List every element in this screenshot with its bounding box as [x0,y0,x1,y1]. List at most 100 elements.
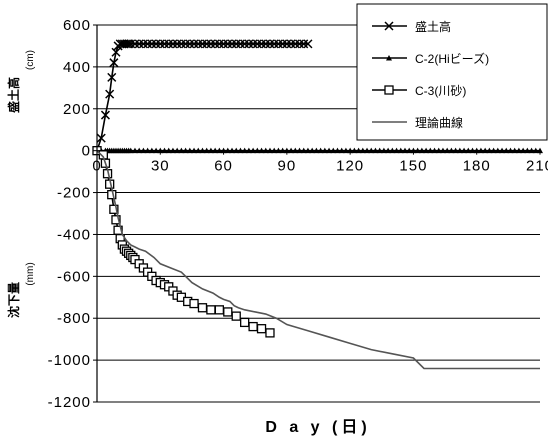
x-tick-label-3: 90 [278,158,297,175]
y-axis-title-bottom: 沈下量 (mm) [6,262,36,318]
legend-swatch-marker-2 [384,85,394,95]
legend-swatch-marker-0 [384,21,394,31]
axes [93,24,541,403]
legend-swatch-marker-1 [386,55,392,61]
series-0-point-30 [197,39,208,49]
y-axis-title-bottom-text: 沈下量 [6,282,21,318]
legend-entry-1: C-2(Hiビーズ) [372,51,489,66]
legend-entry-2: C-3(川砂) [372,84,466,98]
series-0-point-21 [159,39,170,49]
series-0-point-19 [151,39,161,49]
y-tick-label-8: -1000 [48,352,91,369]
series-0-point-31 [202,39,212,49]
x-tick-label-1: 30 [151,158,170,175]
series-0-point-25 [176,39,186,49]
series-0-point-44 [257,39,267,49]
series-0-point-26 [181,39,191,49]
series-2-point-36 [248,321,258,332]
x-tick-label-6: 180 [463,158,491,175]
series-0-point-46 [265,39,275,49]
series-0-point-42 [248,39,258,49]
series-0-point-6 [111,47,121,57]
series-0-point-20 [155,39,165,49]
series-0-point-53 [294,39,305,49]
y-tick-label-2: 200 [63,101,91,118]
series-0-point-47 [269,39,279,49]
series-0-point-22 [164,39,174,49]
series-0-point-24 [172,39,182,49]
series-0-point-41 [244,39,254,49]
series-0 [92,39,313,156]
y-tick-label-9: -1200 [48,394,91,411]
series-2-point-34 [231,311,241,321]
series-0-point-35 [219,39,229,49]
x-axis-title: D a y (日) [265,418,370,436]
series-0-point-54 [299,39,309,49]
series-0-point-34 [214,39,224,49]
x-tick-label-7: 210 [526,158,548,175]
series-0-point-49 [278,39,288,49]
x-tick-label-4: 120 [336,158,364,175]
series-0-point-37 [227,39,237,49]
series-0-point-4 [107,72,117,82]
y-tick-label-4: -200 [57,185,91,202]
series-line-3 [96,150,540,370]
series-0-point-28 [189,39,199,49]
series-0-point-18 [147,39,157,49]
x-tick-label-2: 60 [214,158,233,175]
series-0-point-23 [168,39,178,49]
series-2 [92,146,275,338]
series-0-point-48 [273,39,283,49]
series-0-point-3 [105,89,115,99]
series-line-0 [96,43,308,151]
series-0-point-39 [235,39,245,49]
series-0-point-17 [143,39,153,49]
series-0-point-29 [193,39,203,49]
series-0-point-38 [231,39,241,49]
y-tick-label-5: -400 [57,226,91,243]
y-tick-label-3: 0 [82,143,91,160]
series-0-point-51 [286,39,296,49]
series-0-point-55 [303,39,313,49]
series-0-point-33 [210,39,220,49]
y-axis-unit-bottom: (mm) [25,262,36,285]
series-0-point-50 [282,39,292,49]
x-tick-label-0: 0 [92,158,101,175]
y-axis-title-top: 盛土高 (cm) [6,50,36,113]
series-0-point-32 [206,39,216,49]
series-0-point-40 [240,39,250,49]
series-2-point-6 [109,204,119,214]
legend-label-3: 理論曲線 [415,115,463,130]
series-0-point-1 [96,133,106,143]
legend-entry-0: 盛土高 [372,19,451,34]
series-0-point-45 [261,39,271,49]
y-tick-label-6: -600 [57,268,91,285]
series-0-point-13 [126,39,136,49]
y-tick-label-1: 400 [63,59,91,76]
series-0-point-52 [290,39,300,49]
series-2-point-31 [206,305,216,315]
series-2-point-37 [256,324,267,334]
legend-label-0: 盛土高 [415,19,451,34]
series-3 [96,150,540,370]
y-axis-unit-top: (cm) [25,50,36,70]
series-0-point-43 [252,39,262,49]
legend-entry-3: 理論曲線 [372,115,463,130]
y-axis-title-top-text: 盛土高 [6,77,21,113]
series-0-point-14 [130,39,140,49]
series-2-point-33 [223,307,233,317]
series-0-point-2 [100,110,110,120]
y-tick-label-0: 600 [63,17,91,34]
series-0-point-15 [134,39,144,49]
series-2-point-35 [240,317,250,328]
series-0-point-11 [122,39,132,49]
series-0-point-36 [223,39,233,49]
series-0-point-16 [138,39,148,49]
legend-label-2: C-3(川砂) [415,84,466,98]
series-2-point-30 [197,303,208,313]
x-tick-label-5: 150 [399,158,427,175]
series-2-point-38 [265,328,275,338]
legend-label-1: C-2(Hiビーズ) [415,51,489,66]
